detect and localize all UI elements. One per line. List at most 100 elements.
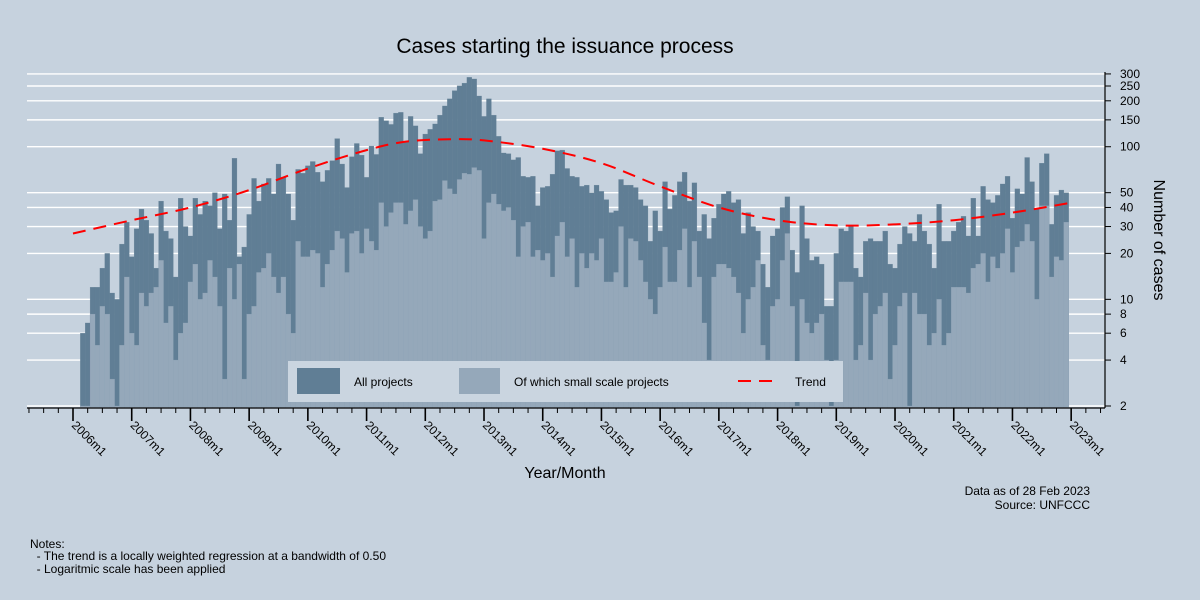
bar-small-scale bbox=[1009, 272, 1016, 408]
bar-small-scale bbox=[138, 292, 145, 408]
bar-small-scale bbox=[936, 299, 942, 408]
bar-small-scale bbox=[129, 332, 135, 408]
bar-small-scale bbox=[1004, 228, 1011, 408]
bar-small-scale bbox=[931, 332, 937, 408]
bar-small-scale bbox=[212, 276, 218, 408]
y-axis-label: Number of cases bbox=[1150, 180, 1167, 301]
bar-small-scale bbox=[794, 405, 800, 408]
bar-small-scale bbox=[877, 306, 883, 408]
notes-heading: Notes: bbox=[30, 537, 65, 551]
x-tick-label: 2006m1 bbox=[69, 418, 110, 459]
x-tick-label: 2020m1 bbox=[891, 418, 932, 459]
bar-small-scale bbox=[114, 405, 120, 408]
bar-small-scale bbox=[163, 322, 169, 408]
legend: All projects Of which small scale projec… bbox=[288, 361, 843, 402]
bar-small-scale bbox=[867, 359, 874, 408]
chart-title: Cases starting the issuance process bbox=[396, 35, 733, 58]
legend-label-all: All projects bbox=[354, 375, 413, 389]
legend-label-small: Of which small scale projects bbox=[514, 375, 669, 389]
bar-small-scale bbox=[148, 292, 154, 408]
x-tick-label: 2009m1 bbox=[245, 418, 286, 459]
note-line: - Logaritmic scale has been applied bbox=[30, 562, 225, 576]
bar-small-scale bbox=[1048, 276, 1055, 408]
bar-small-scale bbox=[202, 292, 208, 408]
y-tick-label: 10 bbox=[1120, 292, 1134, 306]
bar-small-scale bbox=[1019, 241, 1025, 408]
x-tick-label: 2012m1 bbox=[421, 418, 462, 459]
bar-small-scale bbox=[858, 345, 864, 408]
bar-all-projects bbox=[907, 233, 913, 408]
y-tick-label: 250 bbox=[1120, 79, 1140, 93]
bar-small-scale bbox=[960, 287, 967, 408]
bar-small-scale bbox=[985, 281, 991, 408]
y-tick-label: 150 bbox=[1120, 113, 1140, 127]
bar-all-projects bbox=[85, 322, 91, 408]
bar-small-scale bbox=[94, 345, 101, 408]
bar-small-scale bbox=[980, 253, 986, 408]
bar-small-scale bbox=[158, 260, 164, 408]
x-tick-label: 2014m1 bbox=[539, 418, 580, 459]
bar-small-scale bbox=[251, 306, 257, 408]
bar-small-scale bbox=[226, 267, 233, 408]
bar-small-scale bbox=[965, 292, 972, 408]
bar-small-scale bbox=[990, 256, 996, 408]
x-tick-label: 2023m1 bbox=[1067, 418, 1108, 459]
bar-small-scale bbox=[843, 281, 849, 408]
bar-small-scale bbox=[970, 267, 976, 408]
x-tick-label: 2016m1 bbox=[656, 418, 697, 459]
y-tick-label: 200 bbox=[1120, 94, 1140, 108]
legend-swatch-all bbox=[297, 368, 340, 394]
y-tick-label: 4 bbox=[1120, 353, 1127, 367]
bar-small-scale bbox=[755, 260, 761, 408]
bar-small-scale bbox=[187, 281, 194, 408]
bar-small-scale bbox=[975, 263, 981, 408]
bar-small-scale bbox=[872, 313, 879, 408]
bar-small-scale bbox=[907, 405, 913, 408]
bar-small-scale bbox=[133, 345, 140, 408]
bar-small-scale bbox=[182, 322, 189, 408]
y-tick-label: 2 bbox=[1120, 399, 1127, 413]
y-tick-label: 8 bbox=[1120, 307, 1127, 321]
bar-small-scale bbox=[275, 292, 282, 408]
x-tick-label: 2011m1 bbox=[362, 418, 402, 458]
bar-small-scale bbox=[270, 276, 277, 408]
bar-small-scale bbox=[217, 306, 223, 408]
bar-small-scale bbox=[246, 313, 252, 408]
bar-small-scale bbox=[207, 260, 213, 408]
bar-small-scale bbox=[1044, 205, 1050, 408]
bar-small-scale bbox=[236, 263, 243, 408]
y-tick-label: 40 bbox=[1120, 200, 1134, 214]
data-as-of: Data as of 28 Feb 2023 bbox=[965, 484, 1091, 498]
bar-small-scale bbox=[197, 299, 203, 408]
legend-swatch-small bbox=[459, 368, 500, 394]
bar-small-scale bbox=[863, 292, 869, 408]
bar-small-scale bbox=[124, 276, 130, 408]
y-tick-label: 50 bbox=[1120, 186, 1134, 200]
bar-small-scale bbox=[192, 263, 198, 408]
bar-small-scale bbox=[1034, 299, 1040, 408]
bar-small-scale bbox=[955, 287, 962, 408]
bar-small-scale bbox=[143, 306, 150, 408]
bar-small-scale bbox=[926, 345, 932, 408]
bar-all-projects bbox=[80, 332, 86, 408]
bar-small-scale bbox=[1058, 260, 1065, 408]
bar-small-scale bbox=[109, 378, 115, 408]
bar-all-projects bbox=[114, 299, 120, 408]
bar-small-scale bbox=[241, 378, 247, 408]
bar-small-scale bbox=[280, 276, 287, 408]
bar-small-scale bbox=[941, 345, 947, 408]
bar-small-scale bbox=[1063, 222, 1069, 408]
bar-small-scale bbox=[85, 405, 91, 408]
x-tick-label: 2007m1 bbox=[128, 418, 169, 459]
bar-small-scale bbox=[153, 287, 159, 408]
bar-small-scale bbox=[789, 306, 795, 408]
x-axis-label: Year/Month bbox=[524, 465, 605, 482]
x-axis-ticks: 2006m1 2007m1 2008m1 2009m1 2010m1 2011m1 2012… bbox=[28, 408, 1108, 459]
bar-small-scale bbox=[1029, 241, 1035, 408]
bar-small-scale bbox=[266, 253, 272, 408]
bar-small-scale bbox=[897, 306, 903, 408]
x-tick-label: 2018m1 bbox=[773, 418, 814, 459]
bar-small-scale bbox=[946, 332, 952, 408]
